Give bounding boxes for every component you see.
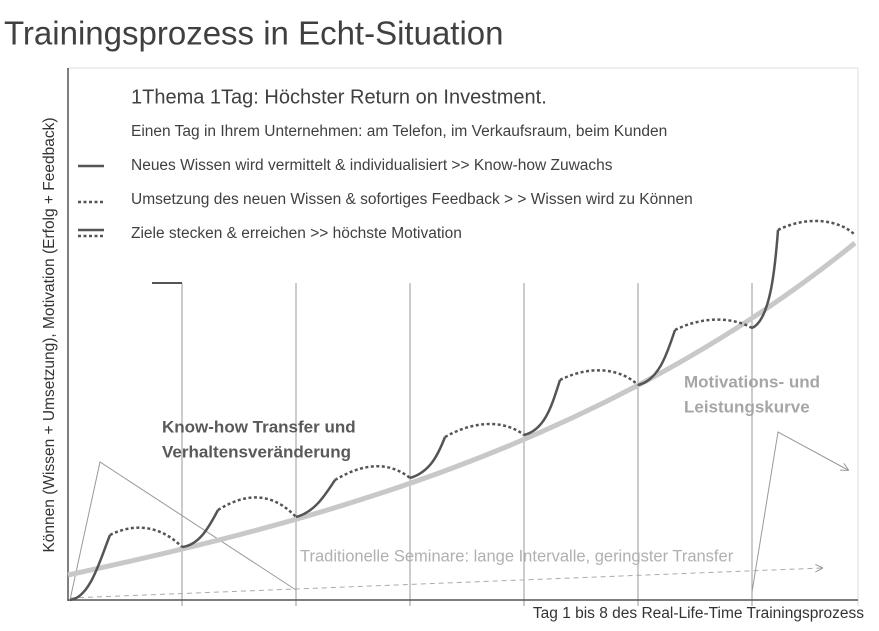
annotation: Leistungskurve	[684, 397, 810, 416]
feedback-arcs	[109, 219, 856, 548]
legend-label: Umsetzung des neuen Wissen & sofortiges …	[131, 191, 693, 208]
knowledge-steps	[69, 229, 780, 602]
x-axis-label: Tag 1 bis 8 des Real-Life-Time Trainings…	[533, 605, 864, 622]
day-lines	[181, 68, 859, 606]
traditional-peak	[751, 431, 848, 593]
annotation: Know-how Transfer und	[162, 417, 356, 436]
legend-label: Neues Wissen wird vermittelt & individua…	[131, 157, 613, 174]
legend-label: Ziele stecken & erreichen >> höchste Mot…	[131, 225, 462, 242]
performance-curve	[67, 241, 857, 578]
traditional-line	[69, 568, 822, 599]
annotation: Motivations- und	[684, 372, 820, 391]
title: Trainingsprozess in Echt-Situation	[4, 15, 504, 52]
annotation: Traditionelle Seminare: lange Intervalle…	[300, 547, 734, 565]
headline: 1Thema 1Tag: Höchster Return on Investme…	[131, 86, 547, 108]
traditional-peak	[69, 461, 297, 601]
y-axis-label: Können (Wissen + Umsetzung), Motivation …	[41, 117, 58, 552]
intro: Einen Tag in Ihrem Unternehmen: am Telef…	[131, 123, 667, 140]
annotation: Verhaltensveränderung	[162, 442, 351, 461]
